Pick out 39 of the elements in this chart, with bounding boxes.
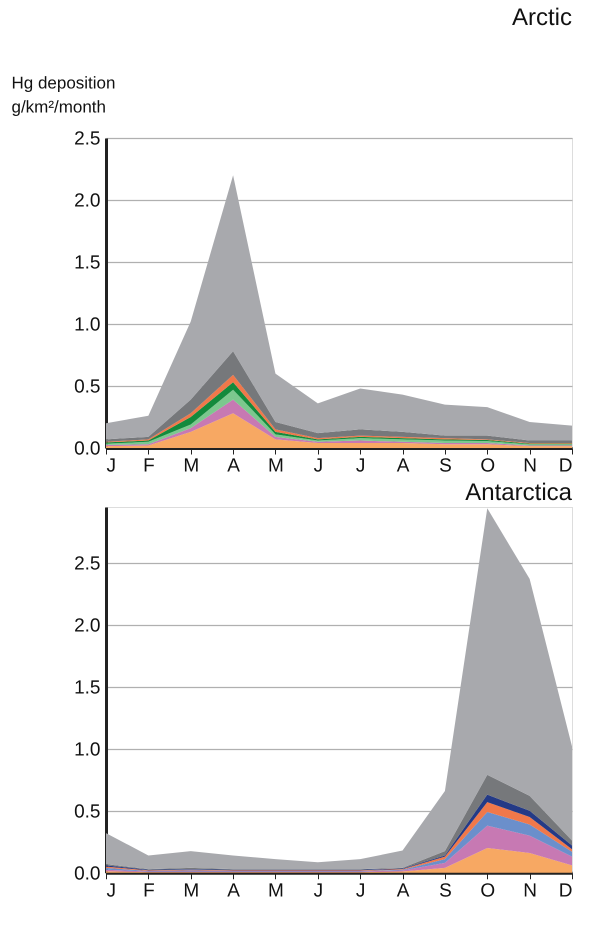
y-tick-label: 1.0 xyxy=(74,739,100,760)
x-tick-label: S xyxy=(439,880,452,902)
x-tick-label: A xyxy=(396,456,410,476)
y-tick-label: 0.5 xyxy=(74,801,100,822)
y-tick-label: 1.0 xyxy=(74,314,100,336)
x-tick-label: O xyxy=(480,456,496,476)
x-tick-label: M xyxy=(268,880,284,902)
x-tick-label: J xyxy=(106,880,116,902)
chart-title: Arctic xyxy=(512,4,572,31)
y-tick-label: 2.5 xyxy=(74,128,100,150)
x-tick-label: M xyxy=(183,456,200,476)
x-tick-label: N xyxy=(523,456,538,476)
x-tick-label: A xyxy=(396,880,410,902)
x-tick-label: J xyxy=(356,456,366,476)
chart-title: Antarctica xyxy=(465,479,573,506)
x-tick-label: J xyxy=(106,456,116,476)
y-tick-label: 2.0 xyxy=(74,190,100,212)
x-tick-label: M xyxy=(268,456,284,476)
x-tick-label: F xyxy=(143,880,155,902)
y-tick-label: 1.5 xyxy=(74,252,100,274)
x-tick-label: A xyxy=(227,880,240,902)
y-tick-label: 0.0 xyxy=(74,438,100,460)
x-tick-label: O xyxy=(480,880,496,902)
y-tick-label: 1.5 xyxy=(74,677,100,698)
x-tick-label: D xyxy=(558,880,572,902)
x-tick-label: D xyxy=(558,456,572,476)
x-tick-label: S xyxy=(439,456,452,476)
y-tick-label: 2.0 xyxy=(74,615,100,636)
x-tick-label: J xyxy=(356,880,366,902)
x-tick-label: F xyxy=(143,456,155,476)
y-tick-label: 2.5 xyxy=(74,553,100,574)
x-tick-label: N xyxy=(523,880,538,902)
y-tick-label: 0.5 xyxy=(74,376,100,398)
x-tick-label: J xyxy=(314,880,324,902)
y-tick-label: 0.0 xyxy=(74,863,100,884)
x-tick-label: A xyxy=(227,456,240,476)
y-axis-title: Hg deposition g/km²/month xyxy=(12,74,116,116)
x-tick-label: J xyxy=(314,456,324,476)
x-tick-label: M xyxy=(183,880,200,902)
